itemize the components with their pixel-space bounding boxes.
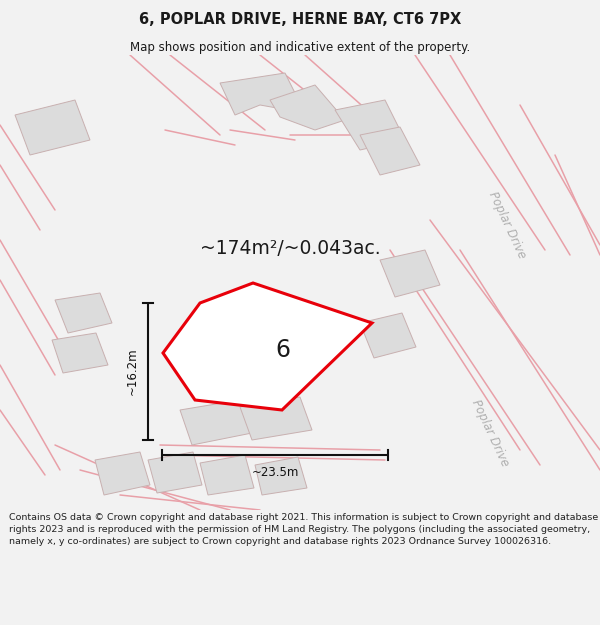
Text: Contains OS data © Crown copyright and database right 2021. This information is : Contains OS data © Crown copyright and d… [9, 513, 598, 546]
Text: 6: 6 [275, 338, 290, 362]
Polygon shape [55, 293, 112, 333]
Polygon shape [95, 452, 150, 495]
Polygon shape [220, 73, 305, 115]
Polygon shape [200, 455, 254, 495]
Polygon shape [380, 250, 440, 297]
Text: ~174m²/~0.043ac.: ~174m²/~0.043ac. [200, 239, 380, 258]
Polygon shape [255, 457, 307, 495]
Text: Poplar Drive: Poplar Drive [469, 398, 511, 469]
Polygon shape [148, 452, 202, 493]
Polygon shape [52, 333, 108, 373]
Polygon shape [360, 127, 420, 175]
Text: 6, POPLAR DRIVE, HERNE BAY, CT6 7PX: 6, POPLAR DRIVE, HERNE BAY, CT6 7PX [139, 12, 461, 27]
Text: ~23.5m: ~23.5m [251, 466, 299, 479]
Polygon shape [163, 283, 372, 410]
Polygon shape [270, 85, 345, 130]
Text: Map shows position and indicative extent of the property.: Map shows position and indicative extent… [130, 41, 470, 54]
Polygon shape [360, 313, 416, 358]
Text: Poplar Drive: Poplar Drive [486, 189, 528, 261]
Polygon shape [335, 100, 405, 150]
Polygon shape [15, 100, 90, 155]
Polygon shape [180, 400, 252, 445]
Text: ~16.2m: ~16.2m [125, 348, 139, 396]
Polygon shape [240, 397, 312, 440]
